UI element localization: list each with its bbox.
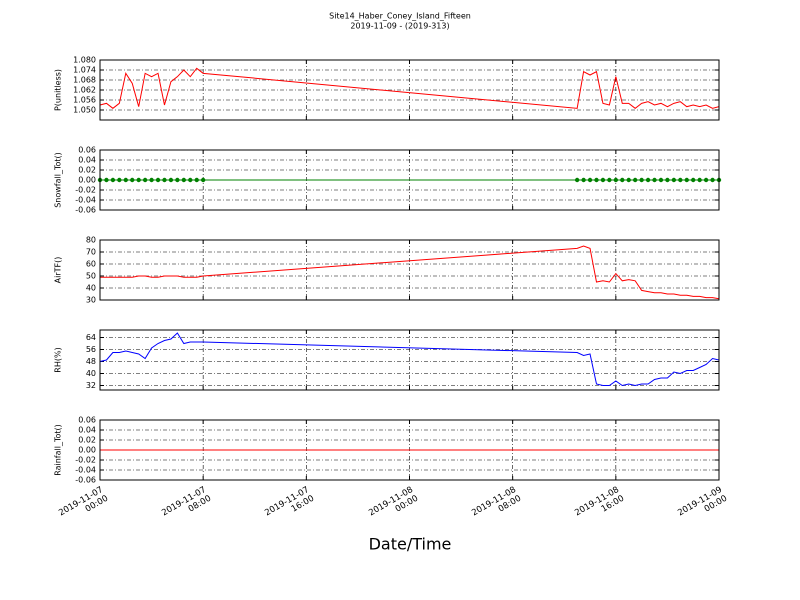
data-point <box>581 177 586 183</box>
data-line <box>99 67 720 109</box>
y-tick-label: 0.02 <box>78 166 96 175</box>
y-tick-label: 64 <box>86 333 96 342</box>
y-tick-label: 1.050 <box>73 106 96 115</box>
data-point <box>652 177 657 183</box>
chart-subtitle: 2019-11-09 - (2019-313) <box>350 22 449 31</box>
y-axis-label: P(unitless) <box>54 69 63 111</box>
data-point <box>188 177 193 183</box>
y-tick-label: -0.06 <box>75 476 96 485</box>
data-point <box>574 177 580 183</box>
y-tick-label: -0.04 <box>75 196 96 205</box>
data-point <box>639 177 644 183</box>
y-tick-label: 0.06 <box>78 416 96 425</box>
data-point <box>123 177 128 183</box>
plot-frame <box>99 59 720 121</box>
data-point <box>710 177 715 183</box>
data-point <box>149 177 154 183</box>
y-tick-label: 1.062 <box>73 86 96 95</box>
data-point <box>587 177 593 183</box>
y-tick-label: 40 <box>86 284 96 293</box>
chart-title: Site14_Haber_Coney_Island_Fifteen <box>329 12 471 21</box>
data-point <box>136 177 141 183</box>
data-point <box>697 177 702 183</box>
y-axis-label: AirTF() <box>54 257 63 284</box>
y-tick-label: 50 <box>86 272 96 281</box>
plot-frame <box>99 239 720 301</box>
data-point <box>181 177 187 183</box>
data-point <box>600 177 606 183</box>
data-point <box>200 177 206 183</box>
data-point <box>632 177 638 183</box>
plot-frame <box>99 149 720 211</box>
y-tick-label: 56 <box>86 345 96 354</box>
y-tick-label: -0.02 <box>75 456 96 465</box>
y-tick-label: 0.00 <box>78 176 96 185</box>
data-point <box>142 177 148 183</box>
data-point <box>626 177 631 183</box>
data-point <box>658 177 664 183</box>
data-point <box>671 177 677 183</box>
y-axis-label: Snowfall_Tot() <box>54 152 63 208</box>
data-point <box>110 177 116 183</box>
data-point <box>194 177 199 183</box>
y-tick-label: 32 <box>86 381 96 390</box>
data-point <box>175 177 180 183</box>
y-tick-label: 80 <box>86 236 96 245</box>
y-tick-label: 48 <box>86 357 96 366</box>
data-point <box>691 177 696 183</box>
data-point <box>645 177 651 183</box>
y-tick-label: -0.02 <box>75 186 96 195</box>
data-point <box>620 177 625 183</box>
y-axis-label: Rainfall_Tot() <box>54 424 63 476</box>
y-tick-label: 40 <box>86 369 96 378</box>
data-point <box>162 177 167 183</box>
y-tick-label: 0.04 <box>78 156 96 165</box>
data-line <box>99 332 720 387</box>
y-tick-label: 1.056 <box>73 96 96 105</box>
data-point <box>607 177 612 183</box>
plot-frame <box>99 329 720 391</box>
y-tick-label: -0.04 <box>75 466 96 475</box>
y-tick-label: 0.06 <box>78 146 96 155</box>
y-tick-label: -0.06 <box>75 206 96 215</box>
y-tick-label: 60 <box>86 260 96 269</box>
data-point <box>678 177 683 183</box>
y-tick-label: 0.02 <box>78 436 96 445</box>
data-point <box>104 177 109 183</box>
data-point <box>665 177 670 183</box>
y-tick-label: 1.068 <box>73 76 96 85</box>
y-axis-label: RH(%) <box>54 347 63 372</box>
y-tick-label: 1.074 <box>73 66 96 75</box>
data-line <box>100 245 720 300</box>
y-tick-label: 70 <box>86 248 96 257</box>
y-tick-label: 0.04 <box>78 426 96 435</box>
x-axis-label: Date/Time <box>369 535 452 554</box>
data-point <box>117 177 122 183</box>
y-tick-label: 0.00 <box>78 446 96 455</box>
data-point <box>684 177 689 183</box>
data-point <box>613 177 619 183</box>
data-point <box>594 177 599 183</box>
data-point <box>155 177 161 183</box>
data-point <box>703 177 709 183</box>
y-tick-label: 1.080 <box>73 56 96 65</box>
data-point <box>168 177 174 183</box>
plot-frame <box>99 419 720 481</box>
data-point <box>130 177 135 183</box>
y-tick-label: 30 <box>86 296 96 305</box>
